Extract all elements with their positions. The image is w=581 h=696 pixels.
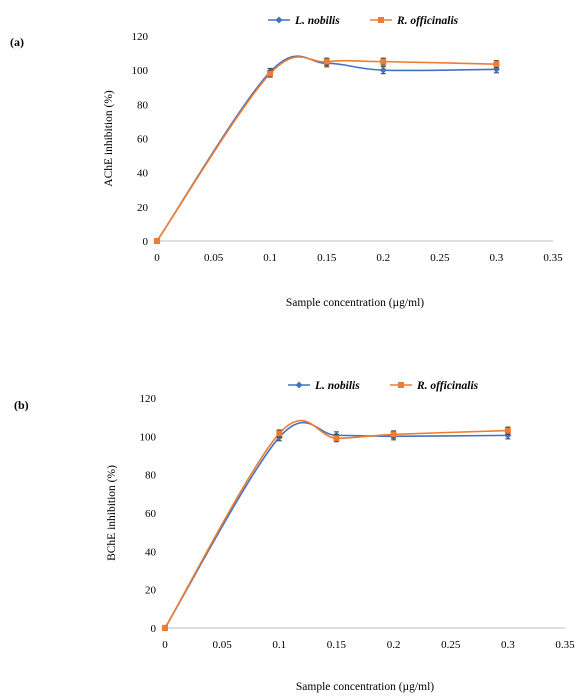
x-tick-label: 0.25: [441, 639, 461, 651]
y-tick-label: 40: [145, 546, 157, 558]
y-tick-label: 80: [145, 470, 157, 482]
data-point: [267, 70, 274, 77]
panel-label: (a): [10, 35, 24, 49]
y-tick-label: 120: [132, 31, 149, 43]
series-lnobilis: [153, 55, 500, 245]
legend-marker: [378, 17, 384, 23]
y-tick-label: 80: [137, 99, 149, 111]
x-tick-label: 0.05: [213, 639, 233, 651]
y-tick-label: 60: [137, 134, 149, 146]
y-tick-label: 20: [137, 202, 149, 214]
data-point: [154, 238, 160, 244]
legend-label: L. nobilis: [294, 15, 340, 27]
data-point: [276, 430, 283, 437]
series-line: [164, 421, 508, 629]
x-tick-label: 0.35: [555, 639, 575, 651]
y-tick-label: 0: [151, 623, 157, 635]
y-tick-label: 20: [145, 585, 157, 597]
x-tick-label: 0.35: [543, 252, 563, 264]
x-axis-title: Sample concentration (µg/ml): [296, 681, 434, 693]
series-line: [164, 419, 508, 629]
data-point: [504, 427, 511, 434]
series-lnobilis: [161, 421, 512, 632]
x-tick-label: 0.3: [490, 252, 504, 264]
legend-entry: R. officinalis: [390, 380, 479, 392]
x-tick-label: 0.1: [263, 252, 277, 264]
x-tick-label: 0.05: [204, 252, 224, 264]
legend-label: R. officinalis: [396, 15, 459, 27]
series-rofficinalis: [154, 56, 500, 244]
x-tick-label: 0.15: [317, 252, 337, 264]
series-line: [156, 56, 497, 242]
data-point: [379, 66, 387, 74]
data-point: [323, 58, 330, 65]
y-tick-label: 0: [143, 236, 149, 248]
data-point: [493, 61, 500, 68]
y-axis-title: BChE inhibition (%): [106, 465, 118, 561]
y-tick-label: 40: [137, 168, 149, 180]
data-point: [333, 435, 340, 442]
chart-panel-a: (a) 0 0.05 0.1 0.15 0.2 0.25 0.3 0.35 0 20 40 60 80 10…: [10, 15, 563, 309]
x-tick-label: 0.2: [376, 252, 390, 264]
y-tick-label: 100: [132, 65, 149, 77]
x-tick-label: 0.1: [272, 639, 286, 651]
legend-label: R. officinalis: [416, 380, 479, 392]
x-tick-label: 0: [154, 252, 160, 264]
x-tick-label: 0.3: [501, 639, 515, 651]
chart-panel-b: (b) 0 0.05 0.1 0.15 0.2 0.25 0.3 0.35 0 20 40 60 80 10…: [14, 380, 575, 693]
legend-marker: [295, 381, 303, 389]
data-point: [380, 58, 387, 65]
legend-entry: L. nobilis: [268, 15, 340, 27]
x-tick-label: 0.15: [327, 639, 347, 651]
y-tick-label: 100: [140, 431, 157, 443]
x-tick-label: 0: [162, 639, 168, 651]
series-rofficinalis: [162, 419, 511, 631]
x-tick-label: 0.2: [387, 639, 401, 651]
legend-entry: R. officinalis: [370, 15, 459, 27]
x-axis-title: Sample concentration (µg/ml): [286, 297, 424, 309]
legend-marker: [275, 16, 283, 24]
y-tick-label: 120: [140, 393, 157, 405]
legend-marker: [398, 382, 404, 388]
x-tick-label: 0.25: [430, 252, 450, 264]
data-point: [390, 431, 397, 438]
series-line: [156, 55, 497, 242]
legend-entry: L. nobilis: [288, 380, 360, 392]
legend-label: L. nobilis: [314, 380, 360, 392]
y-tick-label: 60: [145, 508, 157, 520]
y-axis-title: AChE inhibition (%): [103, 90, 115, 187]
panel-label: (b): [14, 398, 29, 412]
data-point: [162, 625, 168, 631]
